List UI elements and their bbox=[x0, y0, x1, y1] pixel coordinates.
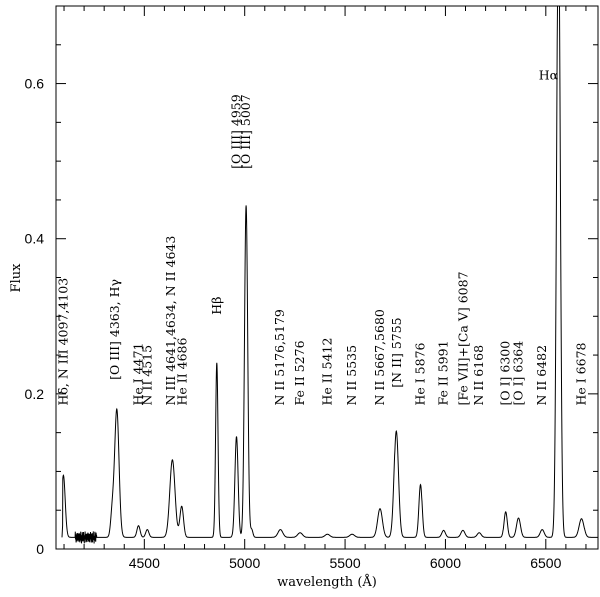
y-axis-title: Flux bbox=[9, 263, 24, 293]
plot-frame bbox=[55, 5, 599, 550]
line-label-hei6678: He I 6678 bbox=[574, 342, 589, 405]
line-label-niii4641: N III 4641,4634, N II 4643 bbox=[163, 236, 178, 406]
line-label-hei4471: He I 4471 bbox=[130, 343, 145, 406]
line-labels: Hδ, N III 4097,4103 [O III] 4363, Hγ He I … bbox=[55, 68, 588, 406]
line-label-heii5412: He II 5412 bbox=[319, 338, 334, 406]
x-tick-label: 5000 bbox=[229, 555, 260, 571]
y-tick-label: 0.2 bbox=[25, 386, 45, 402]
line-label-halpha: Hα bbox=[539, 68, 559, 83]
line-label-nii5667: N II 5667,5680 bbox=[372, 309, 387, 405]
line-label-nii5535: N II 5535 bbox=[344, 345, 359, 406]
line-label-fevii6087: [Fe VII]+[Ca V] 6087 bbox=[456, 271, 471, 405]
line-label-feii5991: Fe II 5991 bbox=[436, 340, 451, 405]
x-tick-label: 6500 bbox=[530, 555, 561, 571]
line-label-nii5176: N II 5176,5179 bbox=[272, 309, 287, 405]
x-tick-label: 4500 bbox=[129, 555, 160, 571]
x-tick-label: 6000 bbox=[430, 555, 461, 571]
spectrum-series-line bbox=[61, 5, 598, 544]
line-label-hei5876: He I 5876 bbox=[413, 342, 428, 405]
line-label-nii5755: [N II] 5755 bbox=[389, 317, 404, 387]
y-tick-label: 0.4 bbox=[25, 231, 45, 247]
line-label-oi6364: [O I] 6364 bbox=[511, 341, 526, 406]
y-tick-label: 0 bbox=[36, 541, 44, 557]
line-label-nii4515: N II 4515 bbox=[139, 345, 154, 406]
line-label-oiii5007: [O III] 5007 bbox=[238, 94, 253, 169]
line-label-oiii4363: [O III] 4363, Hγ bbox=[107, 279, 122, 380]
line-label-hdelta: Hδ, N III 4097,4103 bbox=[55, 278, 70, 406]
line-label-feii5276: Fe II 5276 bbox=[292, 340, 307, 405]
line-label-heii4686: He II 4686 bbox=[175, 338, 190, 406]
line-label-hbeta: Hβ bbox=[209, 297, 224, 315]
line-label-nii6482: N II 6482 bbox=[534, 345, 549, 406]
y-tick-label: 0.6 bbox=[25, 76, 45, 92]
line-label-oi6300: [O I] 6300 bbox=[498, 341, 513, 406]
x-axis: 4500 5000 5500 6000 6500 bbox=[63, 6, 587, 571]
line-label-nii6168: N II 6168 bbox=[471, 345, 486, 406]
x-tick-label: 5500 bbox=[329, 555, 360, 571]
y-axis: 0 0.2 0.4 0.6 bbox=[25, 5, 598, 557]
line-label-oiii4959: [O III] 4959 bbox=[229, 94, 244, 169]
x-axis-title: wavelength (Å) bbox=[277, 574, 377, 590]
